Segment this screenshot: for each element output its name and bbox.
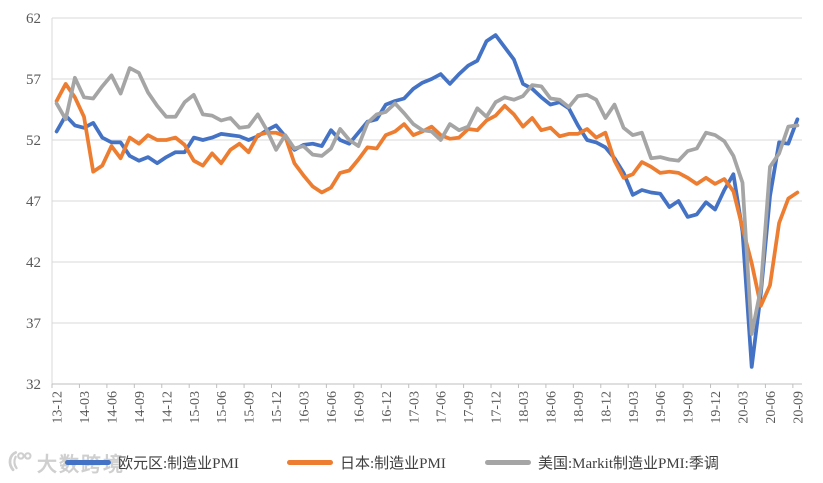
x-axis-label: 14-06 [105,391,120,424]
x-axis-label: 19-06 [654,391,669,424]
x-axis-label: 16-06 [325,391,340,424]
x-axis-label: 14-03 [78,391,93,424]
x-axis-label: 17-09 [462,391,477,424]
legend-item-us: 美国:Markit制造业PMI:季调 [485,451,719,473]
legend-swatch-japan [287,459,333,465]
y-axis-label: 42 [26,255,41,271]
legend-swatch-us [485,459,531,465]
x-axis-label: 16-03 [298,391,313,424]
legend-label-japan: 日本:制造业PMI [340,455,446,472]
legend-item-eurozone: 欧元区:制造业PMI [65,451,239,473]
x-axis-label: 16-09 [352,391,367,424]
x-axis-label: 18-06 [544,391,559,424]
x-axis-label: 14-09 [133,391,148,424]
x-axis-label: 17-06 [435,391,450,424]
x-axis-label: 20-03 [737,391,752,424]
x-axis-label: 13-12 [51,391,66,424]
x-axis-label: 14-12 [160,391,175,424]
x-axis-label: 20-06 [764,391,779,424]
x-axis-label: 16-12 [380,391,395,424]
x-axis-label: 18-03 [517,391,532,424]
x-axis-label: 18-09 [572,391,587,424]
x-axis-label: 17-12 [490,391,505,424]
x-axis-label: 19-03 [627,391,642,424]
y-axis-label: 57 [26,72,42,88]
y-axis-label: 47 [26,194,42,210]
series-line-0 [54,33,800,369]
x-axis-label: 19-12 [709,391,724,424]
y-axis-label: 37 [26,316,42,332]
y-axis-label: 32 [26,377,41,393]
series-line-2 [54,66,800,336]
legend-label-eurozone: 欧元区:制造业PMI [118,455,239,472]
x-axis-label: 19-09 [682,391,697,424]
chart-legend: 欧元区:制造业PMI 日本:制造业PMI 美国:Markit制造业PMI:季调 [0,451,823,475]
legend-swatch-eurozone [65,459,111,465]
x-axis-label: 15-03 [188,391,203,424]
y-axis-label: 52 [26,133,41,149]
y-axis-label: 62 [26,11,41,27]
x-axis-label: 20-09 [791,391,806,424]
chart-plot-area: 32 37 42 47 52 57 62 13-12 14-03 14-06 14-09 14-12 1… [26,11,806,424]
legend-item-japan: 日本:制造业PMI [287,451,446,473]
x-axis-label: 15-12 [270,391,285,424]
x-axis-label: 17-03 [407,391,422,424]
x-axis-label: 18-12 [599,391,614,424]
legend-label-us: 美国:Markit制造业PMI:季调 [538,455,719,472]
x-axis-label: 15-06 [215,391,230,424]
x-axis-label: 15-09 [243,391,258,424]
